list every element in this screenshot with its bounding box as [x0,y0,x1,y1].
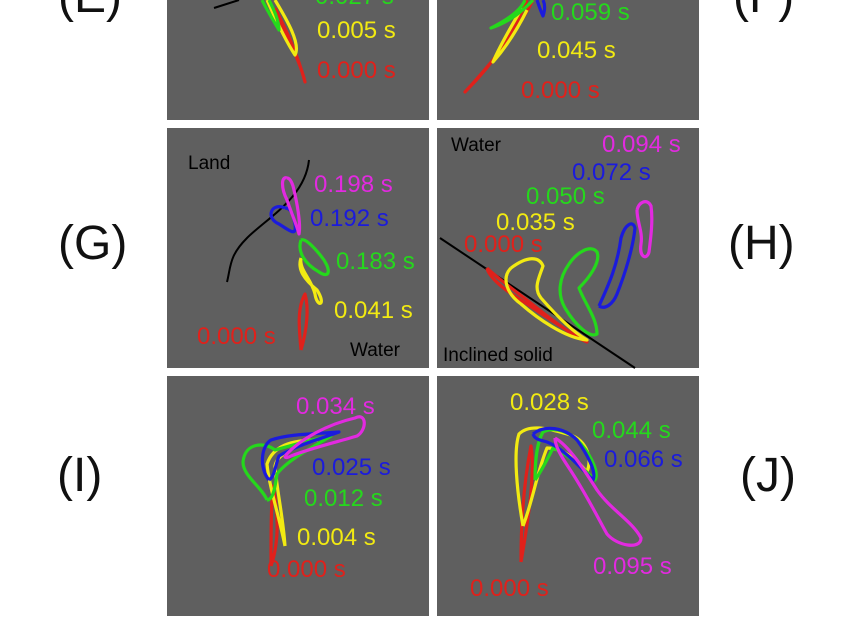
surface-line [213,0,240,9]
env-label-water: Water [350,340,401,361]
shoreline [226,159,310,283]
panel-label-e: (E) [58,0,122,21]
time-blue: 0.192 s [310,205,389,232]
outline-yellow [491,7,529,64]
time-blue: 0.072 s [572,159,651,186]
outline-red [273,7,307,84]
panel-e-svg: 0.027 s 0.005 s 0.000 s [213,0,396,84]
time-magenta: 0.034 s [296,393,375,420]
outline-green [489,0,535,30]
panel-label-f: (F) [733,0,794,21]
env-label-land: Land [188,153,230,174]
outline-red [519,444,534,563]
time-red: 0.000 s [521,77,600,104]
inclined-solid-line [439,237,636,369]
outline-yellow [298,257,323,305]
time-green: 0.027 s [315,0,394,10]
time-magenta: 0.094 s [602,131,681,158]
outline-yellow [504,257,589,342]
outline-magenta [283,415,366,460]
panel-g-svg: Land Water 0.198 s 0.192 s 0.183 s 0.041… [188,153,415,361]
panel-label-i: (I) [57,449,103,502]
panel-g: Land Water 0.198 s 0.192 s 0.183 s 0.041… [167,128,429,368]
time-blue: 0.066 s [604,446,683,473]
outline-red [269,484,279,567]
time-yellow: 0.004 s [297,524,376,551]
time-green: 0.059 s [551,0,630,26]
outline-green [298,238,330,277]
time-yellow: 0.045 s [537,37,616,64]
panel-i-svg: 0.034 s 0.025 s 0.012 s 0.004 s 0.000 s [241,393,391,583]
outline-red [297,292,309,351]
outline-blue [531,426,596,482]
panel-label-g: (G) [58,217,128,270]
panel-label-j: (J) [740,449,796,502]
time-green: 0.050 s [526,183,605,210]
panel-j-svg: 0.028 s 0.044 s 0.066 s 0.095 s 0.000 s [470,389,683,602]
time-green: 0.044 s [592,417,671,444]
time-blue: 0.025 s [312,454,391,481]
time-yellow: 0.035 s [496,209,575,236]
time-red: 0.000 s [464,231,543,258]
outline-magenta [635,200,654,259]
panel-f: 0.059 s 0.045 s 0.000 s [437,0,699,120]
panel-f-svg: 0.059 s 0.045 s 0.000 s [463,0,630,104]
time-green: 0.012 s [304,485,383,512]
outline-blue [597,222,637,309]
time-green: 0.183 s [336,248,415,275]
outline-magenta [553,436,643,547]
panel-h: Water Inclined solid 0.094 s 0.072 s 0.0… [437,128,699,369]
outline-green [260,0,281,32]
panel-h-svg: Water Inclined solid 0.094 s 0.072 s 0.0… [439,131,681,369]
time-red: 0.000 s [197,323,276,350]
time-yellow: 0.028 s [510,389,589,416]
env-label-water: Water [451,135,502,156]
time-yellow: 0.041 s [334,297,413,324]
panel-e: 0.027 s 0.005 s 0.000 s [167,0,429,120]
env-label-inclined-solid: Inclined solid [443,345,553,366]
panel-label-h: (H) [728,217,795,270]
time-magenta: 0.198 s [314,171,393,198]
outline-blue [260,430,341,482]
outline-blue [535,0,547,18]
outline-magenta [280,176,302,236]
time-red: 0.000 s [470,575,549,602]
time-yellow: 0.005 s [317,17,396,44]
panel-i: 0.034 s 0.025 s 0.012 s 0.004 s 0.000 s [167,376,429,616]
time-magenta: 0.095 s [593,553,672,580]
time-red: 0.000 s [267,556,346,583]
outline-green [241,434,333,502]
outline-green [558,247,600,337]
time-red: 0.000 s [317,57,396,84]
outline-green [533,428,598,482]
panel-j: 0.028 s 0.044 s 0.066 s 0.095 s 0.000 s [437,376,699,616]
